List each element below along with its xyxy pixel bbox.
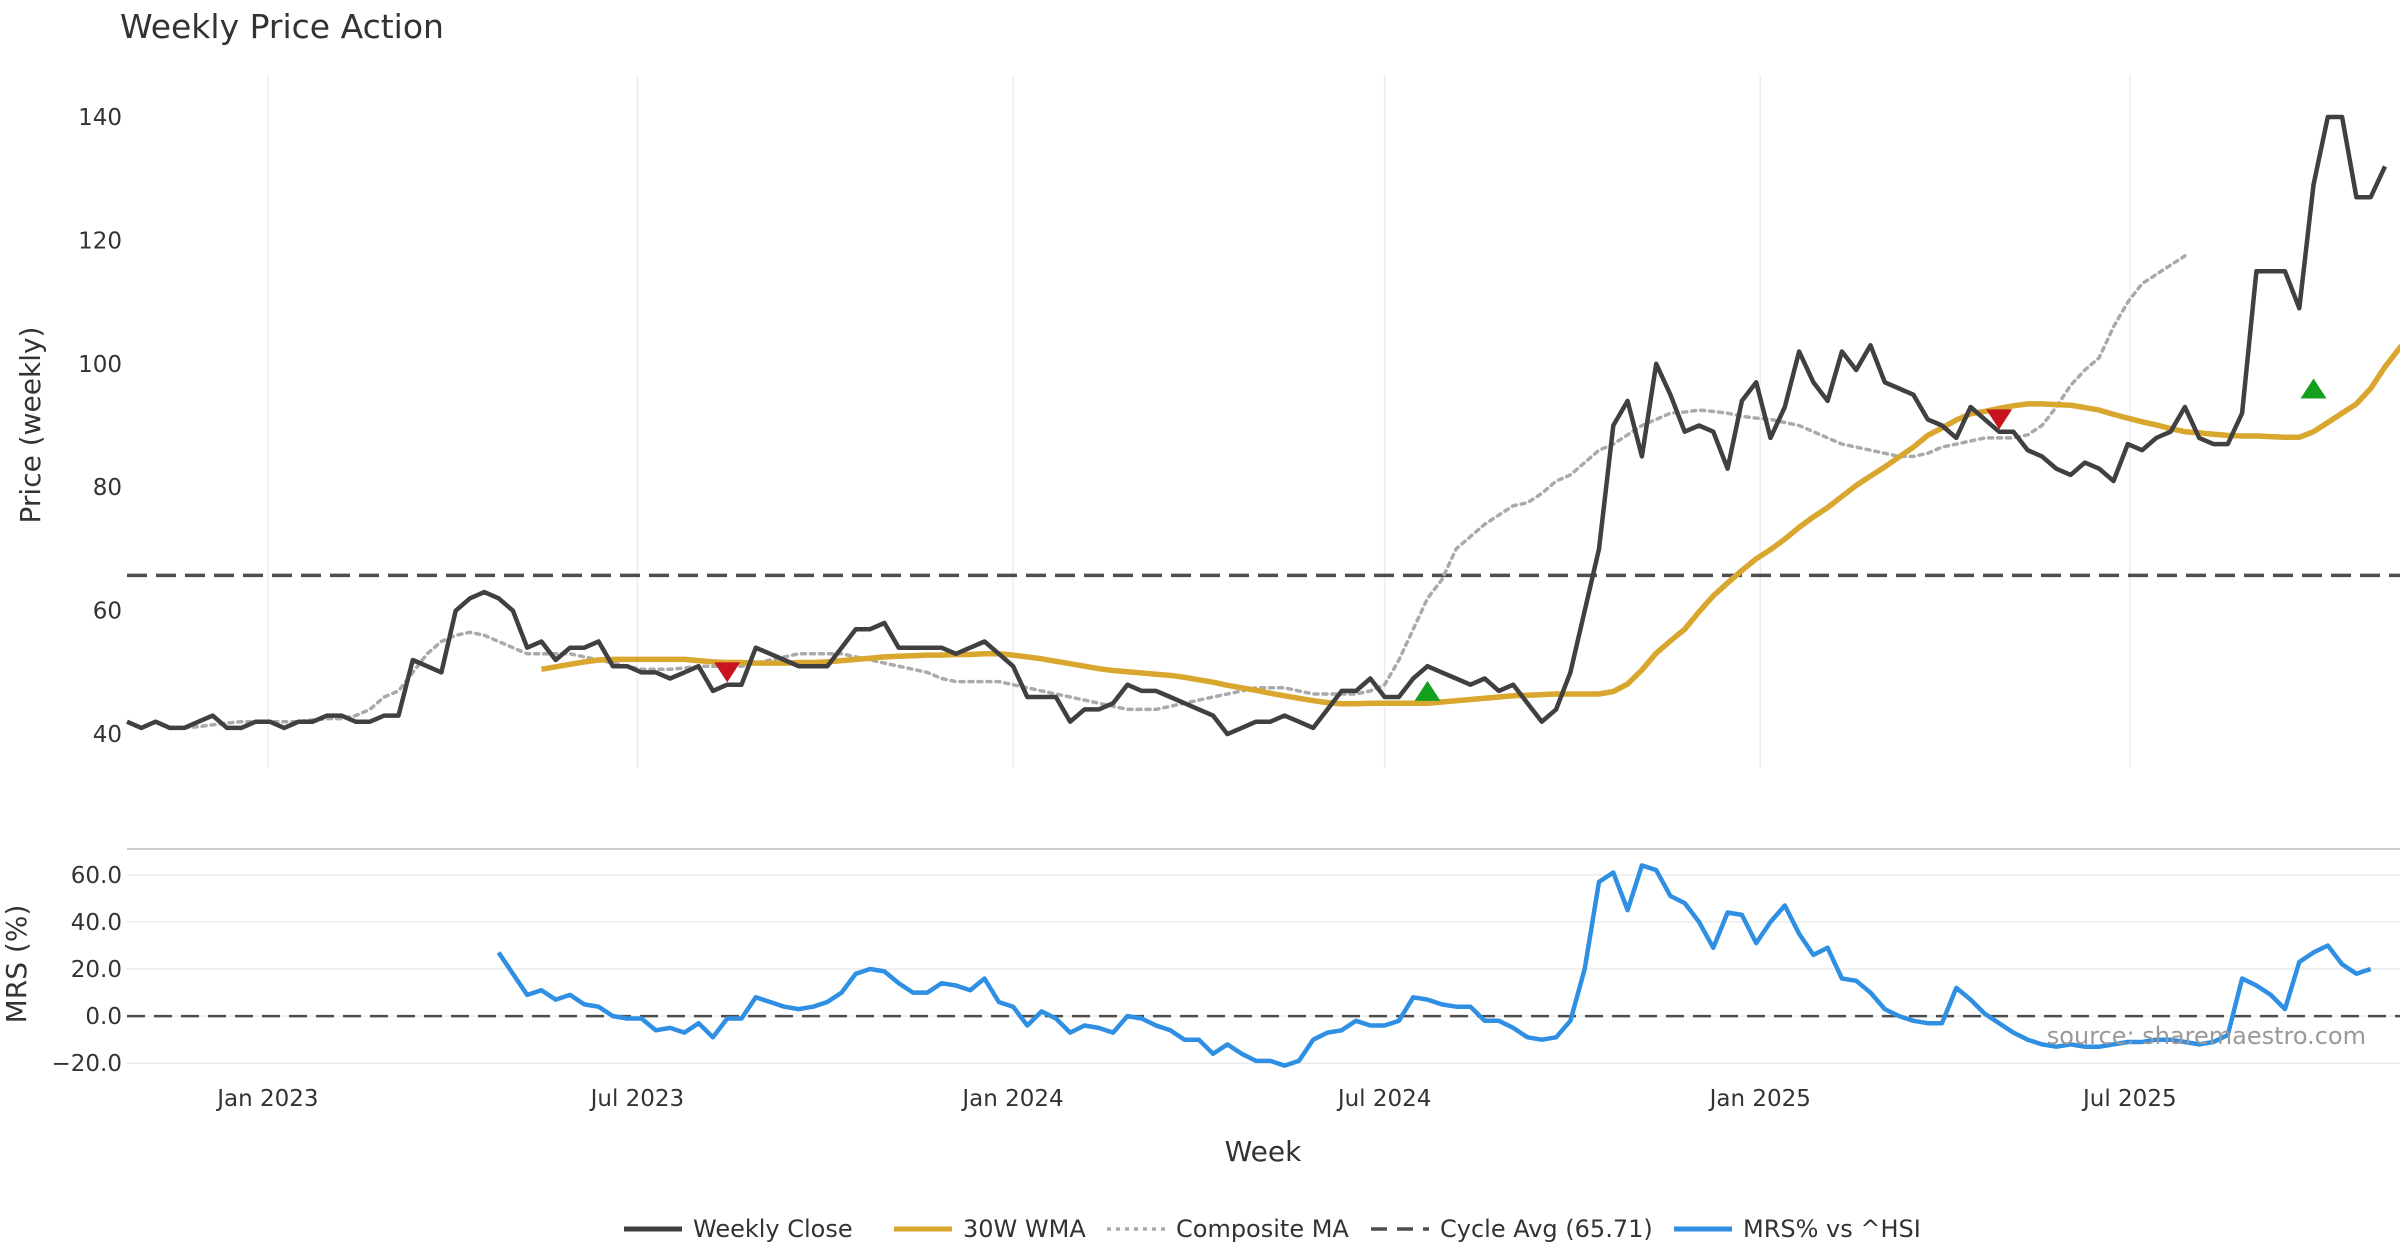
buy-signal-marker <box>2300 378 2327 399</box>
price-y-tick-label: 60 <box>93 599 122 625</box>
mrs-y-tick-label: 0.0 <box>85 1004 122 1030</box>
legend-label-cycle-avg: Cycle Avg (65.71) <box>1440 1215 1653 1243</box>
mrs-y-tick-label: 60.0 <box>71 863 122 889</box>
weekly-close-line <box>126 114 2388 737</box>
sell-signal-marker <box>714 662 741 683</box>
x-axis-title: Week <box>1225 1135 1302 1168</box>
price-y-axis-title: Price (weekly) <box>14 327 47 524</box>
mrs-y-tick-label: −20.0 <box>52 1051 122 1077</box>
legend: Weekly Close 30W WMA Composite MA Cycle Avg… <box>624 1215 1921 1243</box>
x-tick-label: Jan 2024 <box>960 1086 1063 1112</box>
sell-signal-marker <box>1986 409 2013 430</box>
mrs-y-axis-title: MRS (%) <box>0 905 33 1024</box>
price-y-tick-label: 120 <box>78 228 122 254</box>
price-y-tick-label: 40 <box>93 722 122 748</box>
legend-label-wma: 30W WMA <box>963 1215 1086 1243</box>
price-y-tick-label: 100 <box>78 352 122 378</box>
price-y-tick-label: 80 <box>93 475 122 501</box>
price-grid <box>267 75 2131 768</box>
buy-signal-marker <box>1414 680 1441 701</box>
mrs-y-axis: 60.0 40.0 20.0 0.0 −20.0 <box>52 863 122 1077</box>
wma-line <box>540 343 2400 707</box>
mrs-y-tick-label: 40.0 <box>71 910 122 936</box>
source-label: source: sharemaestro.com <box>2047 1022 2366 1050</box>
x-axis: Jan 2023 Jul 2023 Jan 2024 Jul 2024 Jan 2025… <box>215 1086 2176 1112</box>
legend-label-composite-ma: Composite MA <box>1176 1215 1349 1243</box>
legend-label-weekly-close: Weekly Close <box>693 1215 853 1243</box>
x-tick-label: Jul 2025 <box>2081 1086 2177 1112</box>
price-y-tick-label: 140 <box>78 105 122 131</box>
price-panel: 40 60 80 100 120 140 Price (weekly) <box>14 75 2400 768</box>
x-tick-label: Jan 2025 <box>1708 1086 1811 1112</box>
legend-label-mrs: MRS% vs ^HSI <box>1743 1215 1921 1243</box>
x-tick-label: Jan 2023 <box>215 1086 318 1112</box>
price-y-axis: 40 60 80 100 120 140 <box>78 105 122 748</box>
x-tick-label: Jul 2024 <box>1336 1086 1432 1112</box>
mrs-panel: 60.0 40.0 20.0 0.0 −20.0 MRS (%) source: sha… <box>0 863 2400 1077</box>
signal-markers <box>714 378 2327 701</box>
mrs-line <box>496 863 2372 1068</box>
x-tick-label: Jul 2023 <box>589 1086 685 1112</box>
chart-title: Weekly Price Action <box>120 7 444 46</box>
mrs-y-tick-label: 20.0 <box>71 957 122 983</box>
